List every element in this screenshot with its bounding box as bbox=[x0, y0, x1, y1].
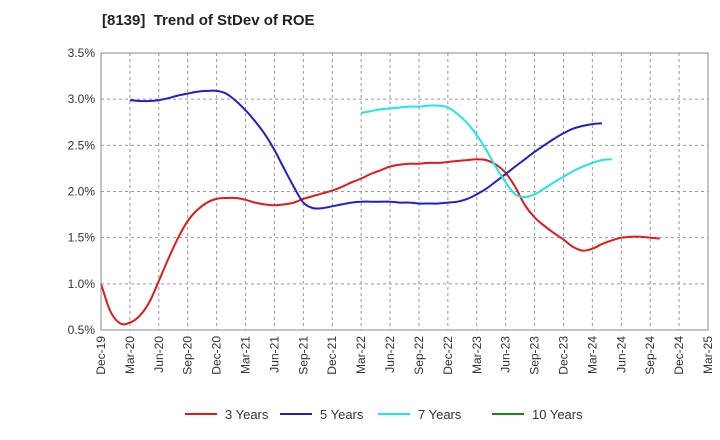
series-line-7-years bbox=[360, 104, 612, 198]
y-tick-label: 2.0% bbox=[68, 185, 96, 199]
x-tick-label: Sep-24 bbox=[643, 336, 657, 375]
series-layer bbox=[100, 89, 660, 326]
x-tick-label: Sep-22 bbox=[412, 336, 426, 375]
y-axis-ticks: 0.5% 1.0% 1.5% 2.0% 2.5% 3.0% 3.5% bbox=[68, 46, 96, 337]
x-tick-label: Sep-20 bbox=[181, 336, 195, 375]
series-line-5-years bbox=[129, 89, 602, 210]
x-tick-label: Mar-20 bbox=[123, 336, 137, 374]
y-tick-label: 2.5% bbox=[68, 138, 96, 152]
x-tick-label: Jun-20 bbox=[152, 336, 166, 373]
x-tick-label: Sep-21 bbox=[296, 336, 310, 375]
y-tick-label: 1.0% bbox=[68, 277, 96, 291]
x-tick-label: Mar-24 bbox=[585, 336, 599, 374]
x-axis-ticks: Dec-19 Mar-20 Jun-20 Sep-20 Dec-20 Mar-21 Jun-… bbox=[94, 336, 715, 375]
y-tick-label: 3.5% bbox=[68, 46, 96, 60]
y-tick-label: 1.5% bbox=[68, 231, 96, 245]
x-tick-label: Dec-22 bbox=[441, 336, 455, 375]
x-tick-label: Jun-21 bbox=[267, 336, 281, 373]
x-tick-label: Dec-23 bbox=[556, 336, 570, 375]
legend-label-10-years: 10 Years bbox=[532, 407, 583, 422]
x-tick-label: Mar-21 bbox=[239, 336, 253, 374]
legend: 3 Years 5 Years 7 Years 10 Years bbox=[185, 407, 583, 422]
series-line-3-years bbox=[100, 158, 660, 326]
x-tick-label: Mar-22 bbox=[354, 336, 368, 374]
y-tick-label: 0.5% bbox=[68, 323, 96, 337]
x-tick-label: Mar-23 bbox=[470, 336, 484, 374]
legend-label-7-years: 7 Years bbox=[418, 407, 462, 422]
x-tick-label: Dec-24 bbox=[672, 336, 686, 375]
plot-frame bbox=[100, 52, 709, 331]
x-tick-label: Jun-23 bbox=[499, 336, 513, 373]
legend-label-5-years: 5 Years bbox=[320, 407, 364, 422]
legend-label-3-years: 3 Years bbox=[225, 407, 269, 422]
x-tick-label: Jun-22 bbox=[383, 336, 397, 373]
x-tick-label: Jun-24 bbox=[614, 336, 628, 373]
x-tick-label: Dec-21 bbox=[325, 336, 339, 375]
grid-layer bbox=[101, 53, 708, 330]
x-tick-label: Dec-20 bbox=[210, 336, 224, 375]
x-tick-label: Dec-19 bbox=[94, 336, 108, 375]
x-tick-label: Sep-23 bbox=[528, 336, 542, 375]
chart-title: [8139] Trend of StDev of ROE bbox=[102, 12, 315, 29]
x-tick-label: Mar-25 bbox=[701, 336, 715, 374]
y-tick-label: 3.0% bbox=[68, 92, 96, 106]
